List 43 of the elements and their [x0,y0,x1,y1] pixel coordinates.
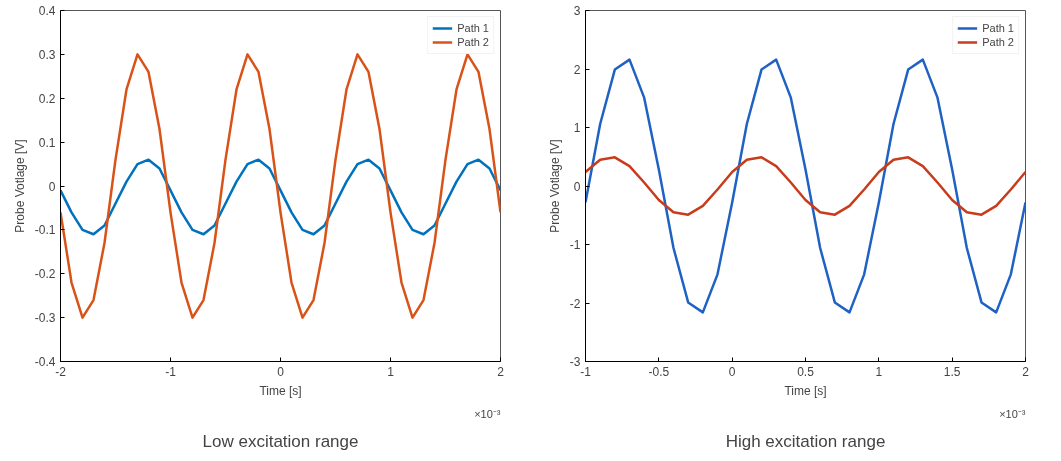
y-tick-label: 0 [573,179,581,194]
x-tick-label: 2 [497,364,505,379]
line-series [585,58,1026,314]
y-tick-label: 0.1 [38,135,56,150]
legend-label: Path 2 [982,35,1014,49]
x-tick-label: 0 [277,364,285,379]
text: Low excitation range [202,431,359,451]
x-tick-label: 0 [728,364,736,379]
legend-label: Path 2 [457,35,489,49]
y-tick-label: -0.3 [34,311,56,326]
x-axis-title: Time [s] [259,383,302,398]
x-tick-label: 1.5 [943,364,961,379]
x-tick-label: -1 [165,364,177,379]
y-tick-label: 2 [573,62,581,77]
y-tick-label: 3 [573,4,581,18]
line-series [60,158,501,236]
x-tick-label: -0.5 [648,364,670,379]
y-axis-title: Probe Votlage [V] [12,139,27,233]
x-tick-label: -2 [55,364,67,379]
y-tick-label: -1 [569,238,581,252]
line-series [60,53,501,319]
x-axis-title: Time [s] [784,383,827,398]
y-tick-label: 0.2 [38,91,56,106]
x-tick-label: 2 [1022,364,1030,379]
text: High excitation range [725,431,886,451]
y-tick-label: 0.3 [38,47,56,62]
text: ×10⁻³ [474,407,501,420]
y-tick-label: 0 [48,179,56,194]
x-tick-label: 0.5 [797,364,815,379]
y-tick-label: -0.1 [34,223,56,238]
legend-label: Path 1 [457,21,489,35]
y-tick-label: -0.2 [34,267,56,282]
line-series [585,156,1026,216]
y-tick-label: -2 [569,296,581,311]
text: ×10⁻³ [999,407,1026,420]
y-tick-label: 0.4 [38,4,56,18]
x-tick-label: 1 [875,364,883,379]
y-tick-label: -0.4 [34,355,56,369]
y-axis-title: Probe Votlage [V] [547,139,562,233]
x-tick-label: 1 [387,364,395,379]
legend-label: Path 1 [982,21,1014,35]
y-tick-label: 1 [573,121,581,135]
y-tick-label: -3 [569,355,581,369]
